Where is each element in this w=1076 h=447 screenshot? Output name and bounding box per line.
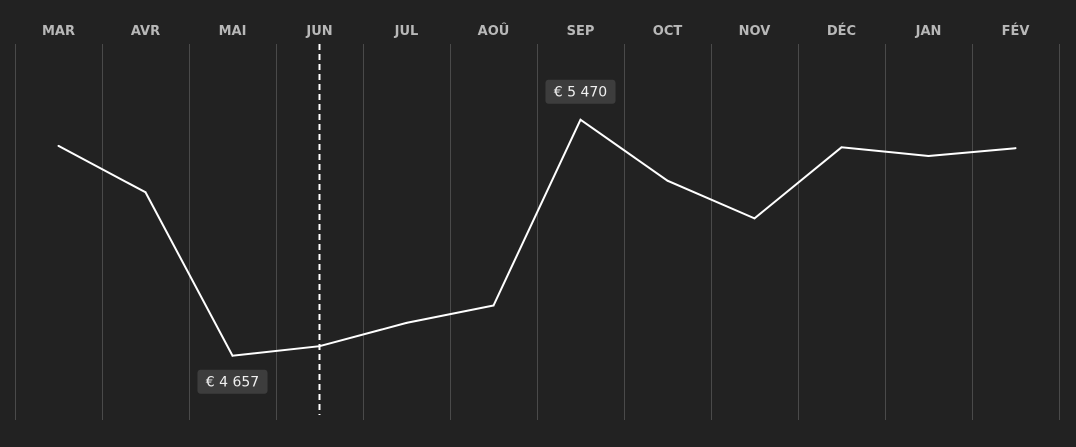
series-line xyxy=(58,118,1016,357)
callout-box xyxy=(545,79,616,104)
data-point-jul xyxy=(405,321,408,324)
callout-layer: € 4 657 € 5 470 xyxy=(197,79,616,394)
month-labels: MAR AVR MAI JUN JUL AOÛ SEP OCT NOV DÉC JAN FÉV xyxy=(42,23,1029,39)
data-point-déc xyxy=(840,146,843,149)
month-label-0: MAR xyxy=(42,24,75,39)
callout-label: € 4 657 xyxy=(206,375,259,391)
data-point-mar xyxy=(57,144,60,147)
data-point-nov xyxy=(753,217,756,220)
month-label-3: JUN xyxy=(305,24,332,39)
month-label-1: AVR xyxy=(131,24,160,39)
month-label-6: SEP xyxy=(567,24,595,39)
month-label-7: OCT xyxy=(653,24,683,39)
grid-layer xyxy=(15,44,1060,420)
series-layer xyxy=(58,118,1016,357)
data-point-mai xyxy=(231,354,234,357)
month-label-8: NOV xyxy=(739,24,771,39)
data-point-aoû xyxy=(492,304,495,307)
data-point-sep xyxy=(579,118,582,121)
month-label-11: FÉV xyxy=(1002,23,1030,39)
month-label-4: JUL xyxy=(394,24,419,39)
callout-label: € 5 470 xyxy=(554,85,607,101)
month-label-9: DÉC xyxy=(827,23,856,39)
data-point-jun xyxy=(318,345,321,348)
data-point-fév xyxy=(1014,147,1017,150)
month-label-5: AOÛ xyxy=(478,23,510,39)
month-label-10: JAN xyxy=(915,24,942,39)
point-layer xyxy=(57,118,1017,357)
data-point-avr xyxy=(144,191,147,194)
month-label-2: MAI xyxy=(219,24,247,39)
data-point-oct xyxy=(666,179,669,182)
value-callout: € 5 470 xyxy=(545,79,616,104)
data-point-jan xyxy=(927,155,930,158)
value-callout: € 4 657 xyxy=(197,369,268,394)
callout-box xyxy=(197,369,268,394)
